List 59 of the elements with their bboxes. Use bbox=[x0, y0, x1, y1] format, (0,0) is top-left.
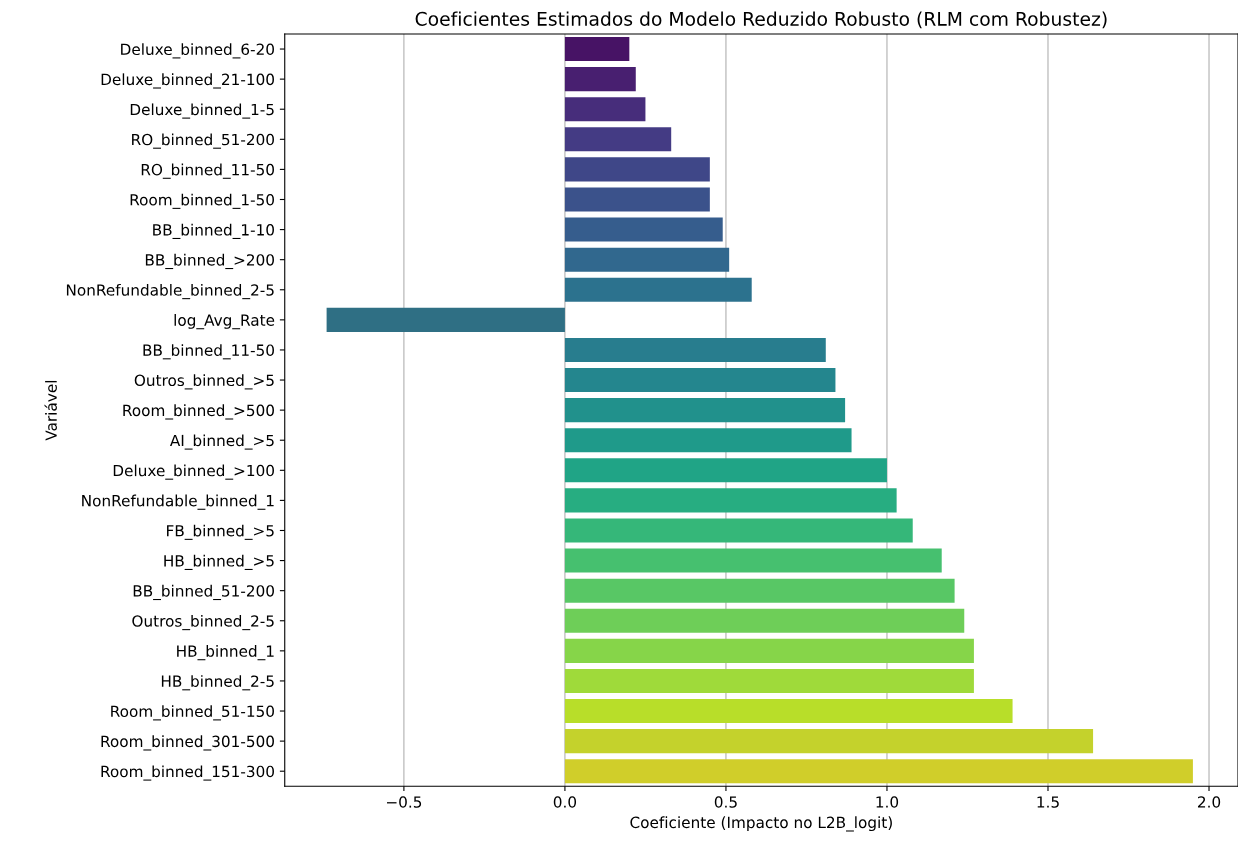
y-tick-label: Deluxe_binned_>100 bbox=[113, 464, 274, 480]
y-axis-title: Variável bbox=[44, 380, 57, 441]
x-tick-label: 1.0 bbox=[876, 796, 899, 808]
y-tick-label: RO_binned_11-50 bbox=[141, 163, 274, 179]
bar bbox=[564, 698, 1013, 724]
bar bbox=[564, 97, 646, 122]
y-tick-label: Outros_binned_2-5 bbox=[132, 614, 274, 631]
y-tick-label: Room_binned_301-500 bbox=[101, 735, 274, 751]
x-tick-label: 0.0 bbox=[553, 796, 577, 808]
x-tick-label: 0.5 bbox=[714, 796, 737, 808]
x-tick-label: 2.0 bbox=[1197, 796, 1221, 808]
bar bbox=[564, 458, 887, 483]
bar bbox=[564, 638, 974, 663]
y-tick-label: FB_binned_>5 bbox=[167, 524, 274, 540]
y-tick-label: BB_binned_11-50 bbox=[143, 344, 274, 360]
bar bbox=[564, 337, 826, 362]
bar bbox=[564, 518, 913, 543]
y-tick-label: BB_binned_1-10 bbox=[153, 223, 274, 239]
bar bbox=[564, 668, 974, 693]
y-tick-label: Room_binned_51-150 bbox=[111, 705, 274, 721]
bar bbox=[564, 729, 1094, 754]
bar bbox=[564, 217, 723, 242]
y-tick-label: HB_binned_2-5 bbox=[161, 675, 274, 691]
x-axis-title: Coeficiente (Impacto no L2B_logit) bbox=[630, 816, 892, 832]
y-tick-label: Deluxe_binned_6-20 bbox=[121, 43, 274, 59]
bar bbox=[564, 37, 630, 62]
y-tick-label: BB_binned_51-200 bbox=[133, 584, 274, 601]
bar bbox=[564, 157, 710, 182]
y-tick-label: Room_binned_151-300 bbox=[101, 765, 274, 781]
x-tick-label: 1.5 bbox=[1037, 796, 1059, 808]
y-tick-label: Deluxe_binned_21-100 bbox=[101, 73, 274, 89]
y-tick-label: Outros_binned_>5 bbox=[134, 374, 274, 390]
bar bbox=[564, 127, 672, 152]
bar bbox=[564, 187, 710, 212]
y-tick-label: Deluxe_binned_1-5 bbox=[130, 103, 274, 119]
y-tick-label: AI_binned_>5 bbox=[169, 434, 274, 450]
y-tick-label: Room_binned_>500 bbox=[123, 404, 274, 420]
bar bbox=[564, 759, 1193, 784]
y-tick-label: NonRefundable_binned_2-5 bbox=[66, 283, 274, 300]
y-tick-label: NonRefundable_binned_1 bbox=[82, 494, 274, 510]
bar bbox=[564, 67, 636, 92]
y-tick-label: RO_binned_51-200 bbox=[132, 133, 274, 149]
x-tick-label: −0.5 bbox=[386, 796, 422, 808]
bar bbox=[564, 578, 955, 603]
bar bbox=[564, 368, 836, 393]
bar bbox=[326, 307, 565, 332]
bar bbox=[564, 428, 852, 453]
bar bbox=[564, 488, 897, 513]
y-tick-label: Room_binned_1-50 bbox=[130, 193, 274, 209]
bar bbox=[564, 398, 846, 423]
y-tick-label: HB_binned_>5 bbox=[164, 554, 274, 570]
y-tick-label: log_Avg_Rate bbox=[174, 314, 275, 330]
bar bbox=[564, 548, 942, 573]
y-tick-label: HB_binned_1 bbox=[177, 645, 274, 661]
bar bbox=[564, 247, 730, 272]
bar bbox=[564, 608, 965, 633]
chart-title: Coeficientes Estimados do Modelo Reduzido Robusto (RLM com Robustez) bbox=[415, 11, 1107, 29]
y-tick-label: BB_binned_>200 bbox=[145, 253, 274, 270]
bar bbox=[564, 277, 752, 302]
